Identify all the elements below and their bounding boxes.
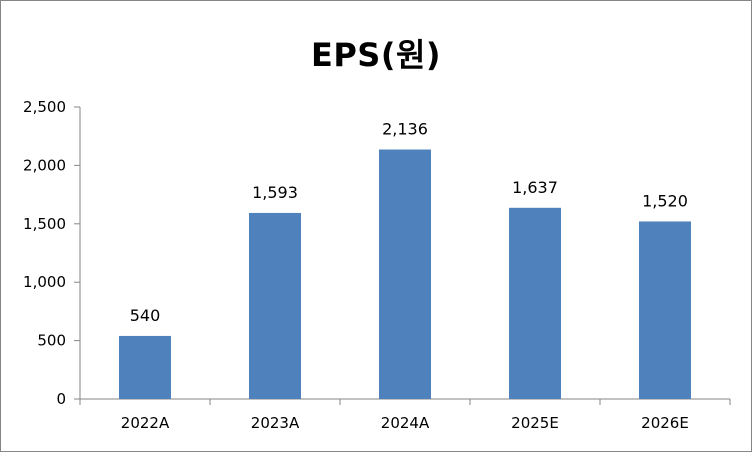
y-tick-label: 2,000 — [23, 156, 66, 174]
data-label: 1,520 — [642, 191, 688, 210]
bar — [249, 212, 301, 399]
chart-title: EPS(원) — [310, 36, 442, 74]
x-tick-label: 2024A — [381, 414, 430, 432]
y-tick-label: 500 — [37, 332, 66, 350]
data-label: 540 — [130, 306, 161, 325]
y-tick-label: 1,500 — [23, 215, 66, 233]
x-tick-label: 2022A — [121, 414, 170, 432]
data-label: 1,593 — [252, 183, 298, 202]
y-tick-label: 0 — [56, 390, 66, 408]
x-tick-label: 2025E — [511, 414, 559, 432]
x-tick-label: 2023A — [251, 414, 300, 432]
y-tick-label: 2,500 — [23, 98, 66, 116]
bar — [379, 149, 431, 399]
data-label: 2,136 — [382, 120, 428, 139]
bar — [639, 221, 691, 399]
y-tick-label: 1,000 — [23, 273, 66, 291]
data-label: 1,637 — [512, 178, 558, 197]
bar — [509, 207, 561, 399]
bar — [119, 335, 171, 399]
x-tick-label: 2026E — [641, 414, 689, 432]
